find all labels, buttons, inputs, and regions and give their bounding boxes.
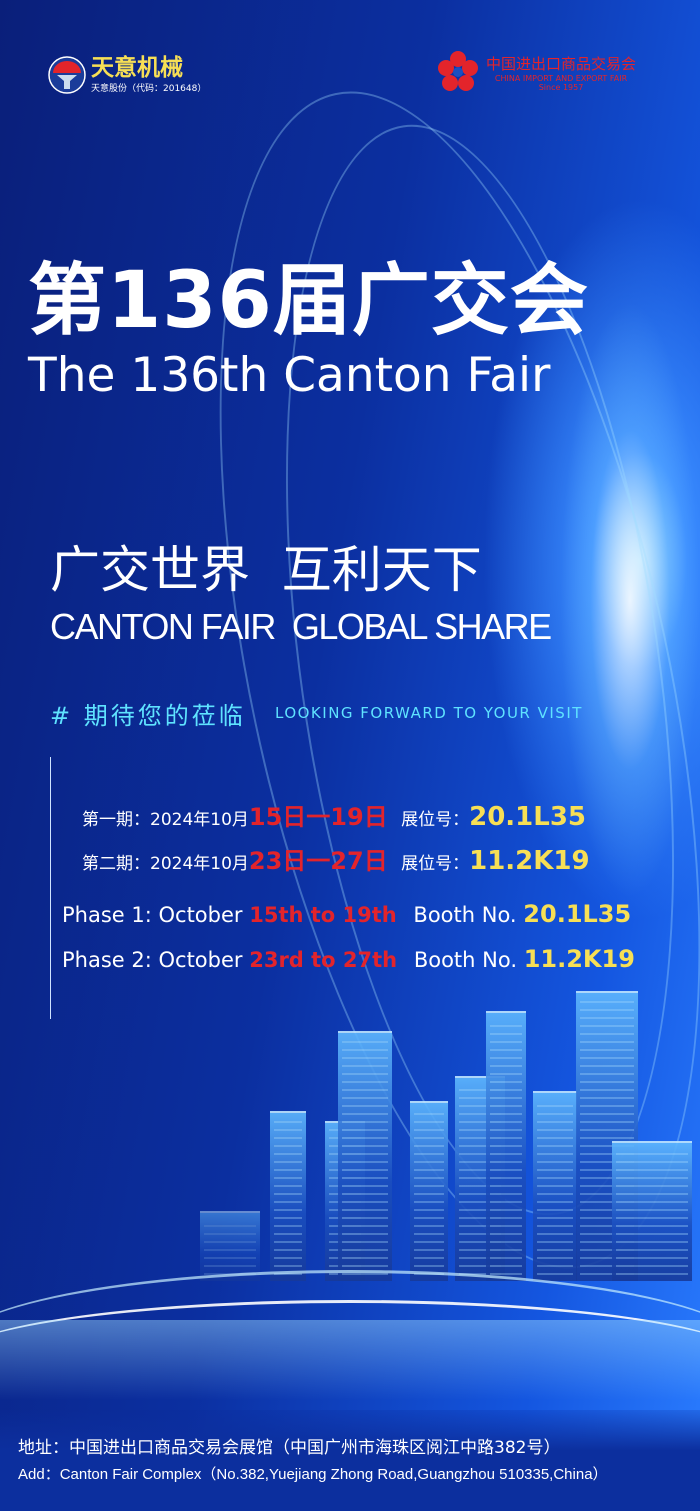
address-cn: 地址：中国进出口商品交易会展馆（中国广州市海珠区阅江中路382号） [18, 1438, 561, 1458]
light-band [0, 1320, 700, 1400]
canton-since: Since 1957 [538, 82, 584, 92]
title-cn: 第136届广交会 [28, 256, 589, 346]
tianyi-name: 天意机械 [91, 55, 183, 81]
phase-label: 第二期：2024年10月 [82, 854, 249, 874]
invite-en: LOOKING FORWARD TO YOUR VISIT [275, 704, 583, 722]
booth-number: 11.2K19 [469, 846, 590, 876]
phase-label: Phase 1: October [62, 903, 250, 927]
schedule-en-row: Phase 2: October 23rd to 27th Booth No. … [62, 945, 635, 973]
light-wave [0, 1270, 700, 1430]
booth-number: 20.1L35 [523, 900, 632, 928]
phase-label: Phase 2: October [62, 948, 250, 972]
phase-label: 第一期：2024年10月 [82, 810, 249, 830]
invite-cn: # 期待您的莅临 [50, 702, 246, 730]
divider-line [50, 757, 51, 1019]
title-en: The 136th Canton Fair [28, 348, 551, 403]
booth-label: 展位号： [401, 810, 470, 830]
tianyi-logo: 天意机械 天意股份（代码：201648） [48, 55, 206, 94]
canton-flower-icon [438, 51, 478, 91]
canton-fair-logo: 中国进出口商品交易会 CHINA IMPORT AND EXPORT FAIR … [436, 50, 636, 94]
light-glow [560, 300, 700, 900]
phase-dates: 23rd to 27th [249, 948, 398, 972]
booth-label: Booth No. [413, 948, 524, 972]
booth-label: 展位号： [401, 854, 470, 874]
address-en: Add：Canton Fair Complex（No.382,Yuejiang … [18, 1466, 608, 1483]
footer-band [0, 1410, 700, 1511]
booth-number: 11.2K19 [523, 945, 635, 973]
booth-label: Booth No. [413, 903, 524, 927]
slogan-en: CANTON FAIR GLOBAL SHARE [50, 606, 552, 647]
light-wave [0, 1300, 700, 1420]
canton-name-en: CHINA IMPORT AND EXPORT FAIR [494, 73, 628, 83]
schedule-cn-row: 第一期：2024年10月15日一19日 展位号：20.1L35 [82, 797, 586, 832]
phase-dates: 23日一27日 [248, 847, 388, 875]
tianyi-subtitle: 天意股份（代码：201648） [91, 84, 207, 94]
canton-name-cn: 中国进出口商品交易会 [486, 54, 637, 73]
phase-dates: 15日一19日 [248, 803, 388, 831]
booth-number: 20.1L35 [469, 802, 587, 832]
slogan-cn: 广交世界 互利天下 [50, 541, 482, 599]
schedule-cn-row: 第二期：2024年10月23日一27日 展位号：11.2K19 [82, 841, 590, 876]
schedule-en-row: Phase 1: October 15th to 19th Booth No. … [62, 900, 631, 928]
phase-dates: 15th to 19th [249, 903, 397, 927]
tianyi-logo-icon [48, 55, 86, 94]
